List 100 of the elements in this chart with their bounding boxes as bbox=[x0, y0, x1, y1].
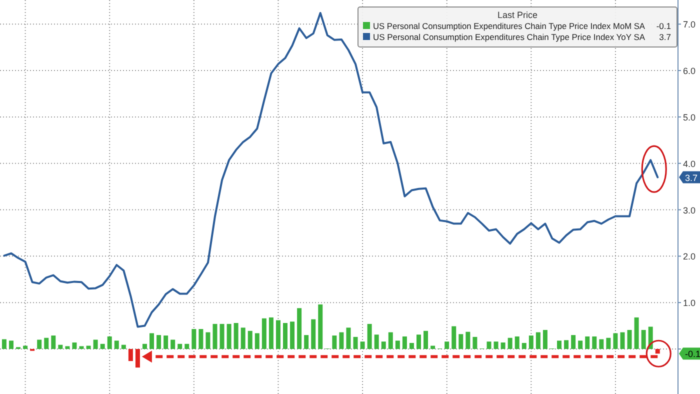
bar bbox=[528, 336, 534, 349]
bar bbox=[395, 340, 400, 349]
text: 3.7 bbox=[685, 172, 698, 183]
bar bbox=[367, 324, 372, 349]
bar bbox=[606, 338, 611, 349]
annotation: 3.7 bbox=[659, 32, 672, 42]
bar bbox=[381, 342, 386, 349]
text: -0.1 bbox=[685, 349, 700, 360]
bar bbox=[178, 344, 182, 349]
bar bbox=[290, 322, 295, 349]
y-tick-label: 1.0 bbox=[683, 298, 696, 308]
bar bbox=[564, 340, 569, 349]
bar bbox=[114, 340, 119, 349]
bar bbox=[156, 335, 162, 349]
bar bbox=[192, 329, 196, 349]
bar bbox=[65, 346, 70, 349]
bar bbox=[37, 340, 42, 349]
bar bbox=[51, 336, 56, 349]
bar bbox=[536, 332, 540, 349]
bar bbox=[585, 336, 590, 349]
bar bbox=[444, 342, 450, 349]
bar bbox=[206, 332, 210, 349]
bar bbox=[472, 336, 478, 349]
bar bbox=[522, 342, 526, 349]
bar bbox=[416, 334, 421, 349]
bar bbox=[58, 344, 63, 349]
bar bbox=[500, 342, 506, 349]
bar bbox=[142, 344, 147, 349]
bar bbox=[571, 335, 576, 349]
bar bbox=[452, 326, 456, 349]
bar bbox=[424, 330, 428, 349]
bar bbox=[170, 340, 176, 349]
bar bbox=[514, 336, 520, 349]
bar bbox=[44, 338, 49, 349]
bar bbox=[627, 330, 632, 349]
bar bbox=[268, 317, 274, 349]
bar bbox=[466, 332, 470, 349]
bar bbox=[620, 332, 625, 349]
bar bbox=[508, 338, 512, 349]
bar bbox=[304, 335, 309, 349]
bar bbox=[254, 333, 260, 349]
y-tick-label: 2.0 bbox=[683, 252, 696, 262]
bar bbox=[374, 334, 379, 349]
bar bbox=[346, 328, 351, 349]
bar bbox=[79, 346, 84, 349]
bar bbox=[430, 346, 436, 349]
bar bbox=[86, 346, 91, 349]
legend-title: Last Price bbox=[497, 10, 538, 20]
legend-label: US Personal Consumption Expenditures Chain Type Price Index YoY SA bbox=[373, 32, 646, 42]
bar bbox=[332, 336, 337, 349]
bar bbox=[388, 332, 393, 349]
bar bbox=[339, 332, 344, 349]
y-tick-label: 4.0 bbox=[683, 158, 696, 169]
bar bbox=[655, 348, 660, 354]
bar bbox=[486, 342, 492, 349]
bar bbox=[318, 304, 323, 349]
bar bbox=[220, 324, 224, 349]
bar bbox=[578, 340, 583, 349]
bar bbox=[135, 348, 140, 368]
bar bbox=[234, 322, 238, 349]
y-tick-label: 6.0 bbox=[683, 66, 696, 76]
bar bbox=[150, 333, 154, 349]
bar bbox=[198, 329, 204, 349]
bar bbox=[8, 340, 14, 349]
bar bbox=[276, 320, 280, 349]
bar bbox=[353, 336, 358, 349]
bar bbox=[100, 344, 105, 349]
bar bbox=[184, 344, 190, 349]
bar bbox=[164, 336, 168, 349]
bar bbox=[240, 328, 246, 349]
bar bbox=[311, 319, 316, 349]
y-tick-label: 5.0 bbox=[683, 112, 696, 122]
bar bbox=[634, 317, 639, 349]
bar bbox=[297, 308, 302, 349]
y-tick-label: 7.0 bbox=[683, 20, 696, 30]
bar bbox=[107, 336, 112, 349]
bar bbox=[283, 322, 288, 349]
bar bbox=[212, 324, 218, 349]
bar bbox=[128, 348, 133, 362]
bar bbox=[641, 330, 646, 349]
bar bbox=[458, 334, 464, 349]
bar bbox=[226, 324, 232, 349]
bar bbox=[494, 342, 498, 349]
bar bbox=[599, 339, 604, 349]
legend-label: US Personal Consumption Expenditures Chain Type Price Index MoM SA bbox=[373, 21, 650, 31]
bar bbox=[262, 318, 266, 349]
bar bbox=[360, 342, 365, 349]
bar bbox=[409, 342, 414, 349]
bar bbox=[121, 344, 126, 349]
bar bbox=[402, 336, 407, 349]
bar bbox=[23, 346, 28, 349]
bar bbox=[72, 342, 77, 349]
bar bbox=[542, 330, 548, 349]
bar bbox=[248, 330, 252, 349]
bar bbox=[592, 336, 597, 349]
y-tick-label: 3.0 bbox=[683, 205, 696, 216]
bar bbox=[93, 340, 98, 349]
annotation: -0.1 bbox=[656, 21, 672, 31]
bar bbox=[2, 339, 6, 349]
bar bbox=[557, 340, 562, 349]
